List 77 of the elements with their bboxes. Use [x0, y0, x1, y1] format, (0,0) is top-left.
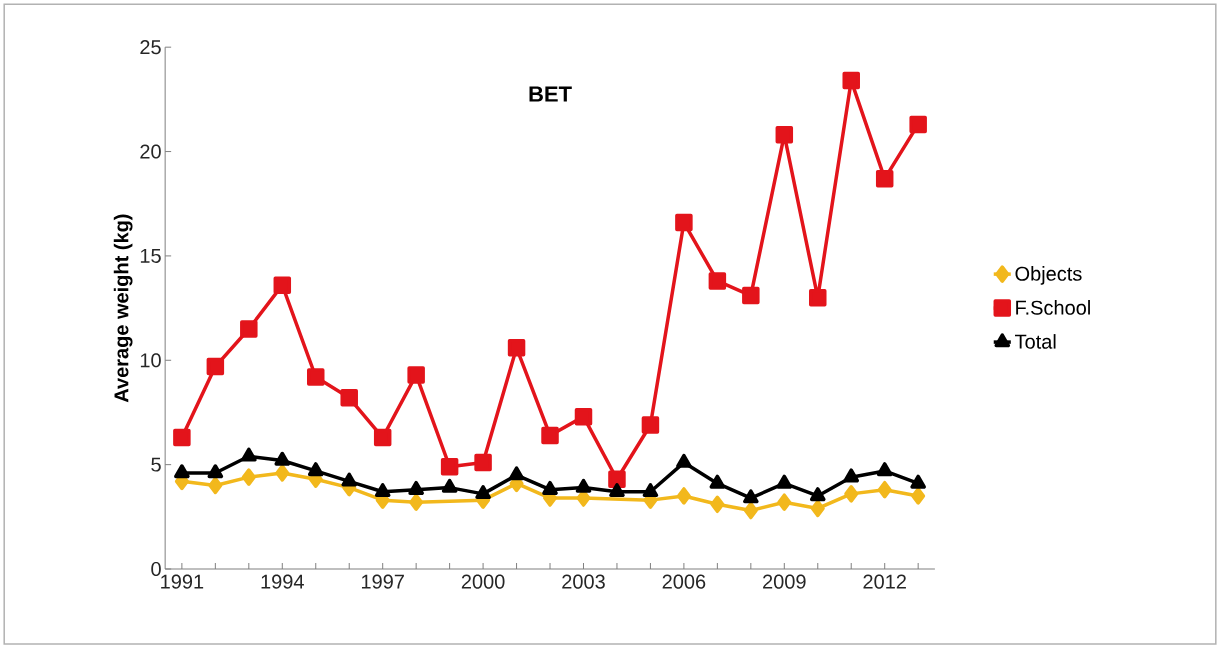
point: [408, 480, 424, 495]
point: [374, 482, 391, 497]
point: [241, 447, 257, 462]
point: [273, 276, 292, 294]
y-tick-label: 15: [140, 248, 161, 263]
x-tick-label: 1994: [261, 574, 304, 589]
point: [441, 478, 458, 493]
text: BET: [529, 86, 572, 102]
point: [608, 470, 626, 488]
point: [676, 487, 691, 505]
y-tick-label: 10: [140, 353, 161, 368]
point: [409, 493, 424, 511]
point: [307, 462, 324, 477]
point: [844, 485, 859, 503]
point: [642, 482, 659, 497]
point: [340, 389, 358, 407]
point: [875, 169, 894, 188]
point: [541, 426, 559, 445]
point: [173, 428, 191, 447]
point: [775, 126, 794, 144]
point: [241, 468, 256, 486]
x-tick-label: 2009: [763, 574, 806, 589]
point: [174, 464, 190, 479]
point: [743, 489, 759, 504]
legend-label: Total: [1015, 333, 1056, 349]
y-axis-title: Average weight (kg): [113, 214, 133, 403]
x-tick-label: 2003: [562, 574, 605, 589]
point: [574, 407, 593, 426]
point: [641, 416, 660, 434]
point: [206, 357, 225, 376]
point: [675, 213, 693, 232]
point: [341, 472, 358, 487]
point: [777, 493, 792, 511]
point: [575, 478, 592, 493]
point: [542, 480, 558, 495]
point: [843, 468, 860, 483]
point: [876, 462, 893, 477]
point: [910, 474, 926, 489]
legend-label: F.School: [1016, 300, 1090, 315]
point: [475, 485, 491, 500]
point: [877, 480, 892, 499]
point: [742, 286, 760, 305]
point: [507, 338, 526, 357]
point: [373, 428, 392, 447]
point: [307, 368, 325, 386]
y-tick-label: 5: [151, 457, 161, 472]
point: [440, 457, 459, 476]
y-tick-label: 25: [140, 40, 161, 55]
x-tick-label: 2006: [662, 574, 706, 589]
point: [809, 288, 827, 307]
point: [776, 474, 793, 489]
x-tick-label: 2000: [461, 574, 505, 589]
point: [676, 453, 692, 468]
point: [407, 366, 425, 384]
x-tick-label: 1991: [161, 574, 204, 589]
point: [809, 487, 826, 502]
point: [240, 320, 258, 338]
point: [609, 482, 625, 497]
point: [810, 499, 825, 518]
legend-label: Objects: [1015, 266, 1082, 285]
x-tick-label: 1997: [361, 574, 404, 589]
point: [508, 466, 525, 481]
point: [208, 476, 223, 495]
point: [708, 272, 727, 290]
point: [909, 115, 927, 134]
y-tick-label: 20: [140, 144, 161, 159]
point: [207, 464, 224, 479]
point: [911, 487, 926, 505]
point: [275, 464, 290, 482]
point: [842, 71, 860, 90]
point: [743, 501, 758, 520]
y-tick-label: 0: [151, 561, 161, 576]
point: [709, 474, 726, 489]
x-tick-label: 2012: [863, 574, 906, 589]
point: [474, 453, 492, 472]
point: [274, 451, 291, 466]
point: [710, 495, 725, 513]
